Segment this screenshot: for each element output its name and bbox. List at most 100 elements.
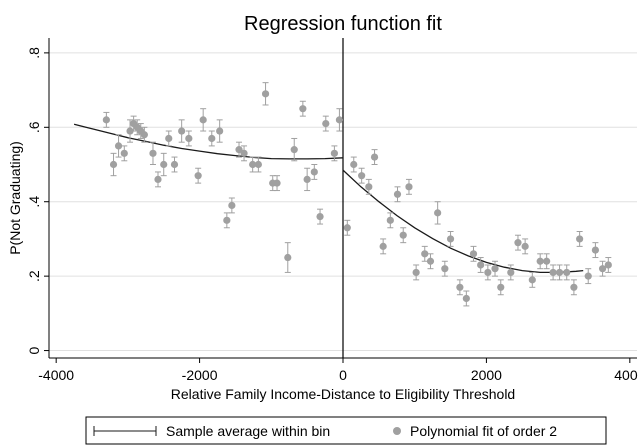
- bin-average-point: [350, 156, 358, 173]
- y-axis-title: P(Not Graduating): [7, 141, 23, 255]
- bin-average-dot: [335, 116, 344, 124]
- bin-average-dot: [322, 119, 330, 128]
- bin-average-point: [228, 197, 236, 214]
- bin-average-point: [235, 141, 243, 158]
- bin-average-dot: [604, 261, 612, 269]
- bin-average-point: [316, 208, 324, 225]
- chart-title: Regression function fit: [244, 13, 442, 35]
- bin-average-dot: [426, 257, 435, 265]
- bin-average-point: [528, 271, 536, 288]
- bin-average-dot: [555, 268, 564, 277]
- legend-dot-swatch: [393, 427, 401, 435]
- bin-average-dot: [370, 153, 379, 161]
- bin-average-point: [330, 145, 338, 162]
- bin-average-dot: [223, 216, 231, 224]
- bin-average-point: [570, 279, 578, 296]
- bin-average-dot: [185, 134, 193, 143]
- bin-average-point: [379, 238, 387, 255]
- bin-average-point: [303, 167, 311, 192]
- bin-average-dot: [165, 134, 173, 143]
- bin-average-point: [405, 178, 413, 195]
- bin-average-point: [434, 201, 442, 225]
- bin-average-point: [322, 115, 330, 132]
- bin-average-dot: [441, 265, 449, 273]
- bin-average-dot: [434, 209, 442, 217]
- bin-average-point: [584, 268, 592, 285]
- bin-average-dot: [299, 105, 307, 113]
- bin-average-point: [412, 264, 420, 281]
- bin-average-point: [109, 152, 118, 177]
- bin-average-dot: [350, 160, 358, 169]
- bin-average-dot: [563, 268, 571, 277]
- bin-average-dot: [170, 160, 179, 169]
- bin-average-point: [563, 264, 571, 281]
- bin-average-dot: [303, 175, 311, 183]
- bin-average-dot: [386, 216, 394, 224]
- bin-average-dot: [208, 134, 216, 143]
- bin-average-point: [426, 253, 435, 270]
- bin-average-dot: [462, 294, 470, 303]
- legend-box: [85, 416, 607, 445]
- bin-average-dot: [446, 235, 455, 243]
- bin-average-dot: [254, 160, 262, 169]
- bin-average-point: [399, 227, 407, 244]
- points-layer: [102, 82, 612, 307]
- bin-average-point: [310, 164, 318, 180]
- bin-average-point: [365, 178, 373, 195]
- bin-average-point: [120, 145, 128, 162]
- bin-average-dot: [273, 179, 281, 187]
- bin-average-point: [456, 279, 464, 296]
- bin-average-dot: [228, 201, 236, 210]
- bin-average-point: [261, 82, 270, 106]
- bin-average-dot: [491, 265, 499, 273]
- bin-average-dot: [584, 272, 592, 280]
- bin-average-point: [170, 156, 179, 173]
- bin-average-dot: [477, 261, 485, 269]
- bin-average-point: [484, 264, 492, 281]
- bin-average-point: [521, 238, 529, 255]
- bin-average-point: [185, 130, 193, 147]
- bin-average-dot: [199, 116, 207, 124]
- bin-average-point: [491, 260, 499, 277]
- bin-average-point: [216, 119, 224, 143]
- bin-average-point: [477, 257, 485, 273]
- bin-average-point: [549, 264, 557, 281]
- bin-average-point: [462, 290, 470, 307]
- bin-average-dot: [330, 149, 338, 157]
- bin-average-point: [140, 126, 148, 143]
- bin-average-dot: [149, 149, 157, 157]
- bin-average-dot: [507, 268, 515, 277]
- bin-average-point: [386, 212, 394, 229]
- bin-average-dot: [456, 283, 464, 291]
- bin-average-dot: [399, 231, 407, 239]
- bin-average-point: [543, 253, 551, 270]
- bin-average-point: [370, 149, 379, 166]
- x-tick-label: 2000: [471, 367, 502, 383]
- bin-average-dot: [194, 172, 202, 180]
- bin-average-point: [591, 242, 600, 259]
- bin-average-dot: [412, 268, 420, 277]
- bin-average-point: [393, 186, 402, 203]
- bin-average-point: [254, 156, 262, 173]
- bin-average-dot: [235, 146, 243, 154]
- y-tick-label: .4: [26, 196, 42, 208]
- bin-average-dot: [358, 172, 366, 180]
- bin-average-dot: [576, 235, 584, 243]
- bin-average-point: [194, 167, 202, 184]
- bin-average-dot: [249, 160, 257, 169]
- polynomial-fit-right: [342, 169, 584, 274]
- bin-average-dot: [109, 160, 118, 169]
- bin-average-point: [208, 130, 216, 147]
- bin-average-dot: [154, 175, 162, 183]
- bin-average-point: [335, 108, 344, 132]
- bin-average-point: [199, 108, 207, 132]
- bin-average-point: [604, 257, 612, 273]
- bin-average-point: [178, 119, 186, 143]
- bin-average-point: [598, 260, 607, 277]
- legend: Sample average within bin Polynomial fit…: [85, 416, 607, 445]
- x-tick-label: 0: [339, 367, 347, 383]
- bin-average-dot: [469, 250, 478, 258]
- bin-average-dot: [484, 268, 492, 277]
- bin-average-dot: [514, 239, 522, 247]
